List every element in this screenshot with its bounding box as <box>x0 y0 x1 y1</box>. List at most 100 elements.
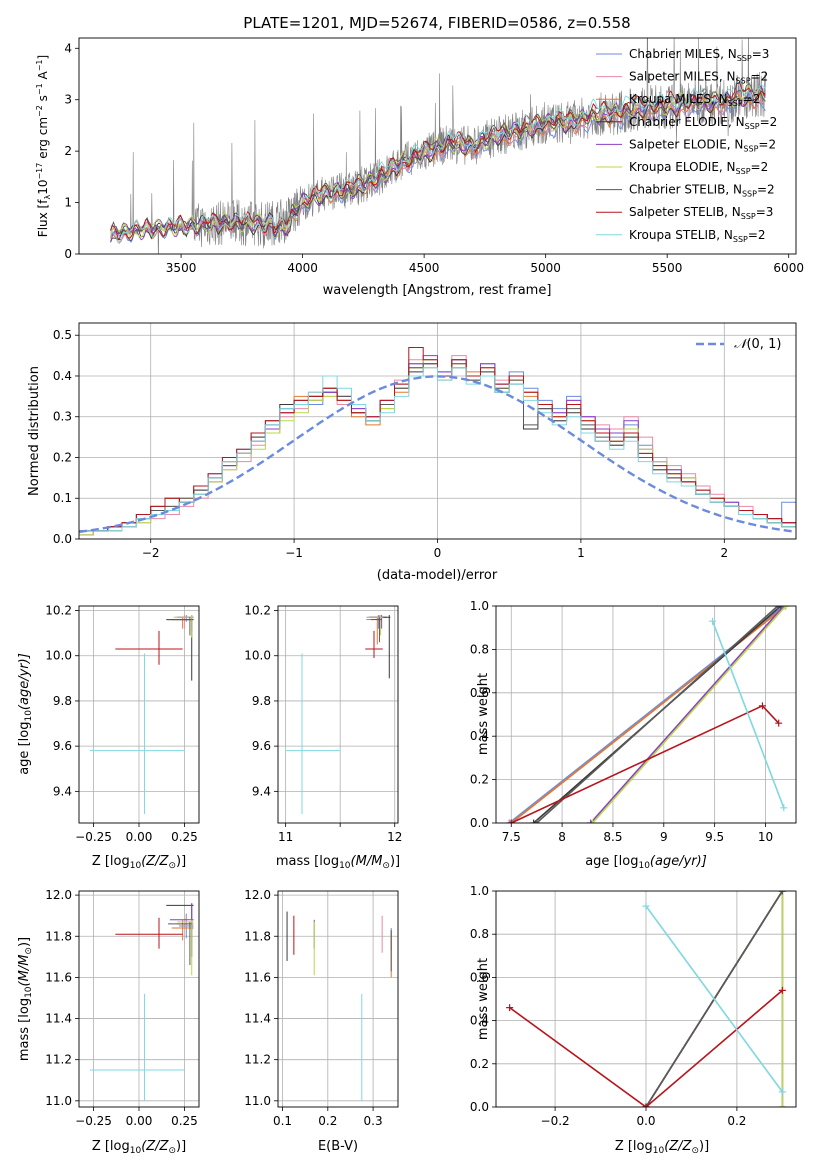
legend-tail: =2 <box>748 228 766 242</box>
y-axis-label: Normed distribution <box>27 366 42 496</box>
weight-marker <box>778 1103 786 1107</box>
label-part: )] <box>390 854 400 869</box>
y-tick-label: 1 <box>64 196 72 210</box>
x-tick-label: 0.00 <box>126 830 153 844</box>
weight-marker <box>775 719 783 727</box>
weight-line-8 <box>645 905 784 1093</box>
plot-content <box>278 606 398 823</box>
plot-frame <box>78 37 797 255</box>
errorbar-point <box>115 630 183 665</box>
legend-sub: SSP <box>741 212 756 221</box>
weight-marker <box>530 819 538 823</box>
label-part: (age/yr)] <box>650 854 707 869</box>
x-tick-label: −2 <box>142 546 160 560</box>
plot-content <box>79 323 796 539</box>
legend-entry: Chabrier STELIB, NSSP=2 <box>629 183 775 199</box>
label-part: )] <box>176 854 186 869</box>
y-tick-label: 10.2 <box>244 604 271 618</box>
y-tick-label: 10.2 <box>45 604 72 618</box>
label-part: ⊙ <box>691 1146 699 1156</box>
weight-marker <box>780 804 788 812</box>
plot-frame <box>78 605 200 824</box>
plot-frame <box>78 322 797 540</box>
weight-marker <box>589 819 597 823</box>
legend-entry: 𝒩(0, 1) <box>734 337 781 352</box>
y-tick-label: 0.6 <box>470 686 489 700</box>
y-tick-label: 0 <box>64 247 72 261</box>
y-axis-label: mass weight <box>476 958 491 1040</box>
plot-area <box>278 891 398 1107</box>
x-tick-label: 7.5 <box>502 830 521 844</box>
x-tick-label: −0.25 <box>75 830 112 844</box>
y-tick-label: 0.6 <box>470 970 489 984</box>
x-tick-label: 0 <box>434 546 442 560</box>
label-part: (Z/Z <box>141 1139 169 1154</box>
label-part: (M/M <box>351 854 383 869</box>
x-tick-label: 0.1 <box>273 1114 292 1128</box>
y-tick-label: 1.0 <box>470 599 489 613</box>
label-part: ] <box>36 55 50 60</box>
y-tick-label: 0.2 <box>470 1057 489 1071</box>
label-part: (M/M <box>17 955 32 987</box>
errorbar-point <box>168 921 192 966</box>
x-tick-label: 0.2 <box>727 1114 746 1128</box>
y-tick-label: 9.4 <box>252 784 271 798</box>
label-part: )] <box>176 1139 186 1154</box>
x-tick-label: 5500 <box>652 261 683 275</box>
errorbar-point <box>370 617 382 643</box>
weight-marker <box>782 606 790 610</box>
legend-sub: SSP <box>728 99 743 108</box>
weight-marker <box>778 891 786 895</box>
y-tick-label: 0.8 <box>470 927 489 941</box>
label-part: ⊙ <box>168 861 176 871</box>
x-tick-label: 0.25 <box>171 830 198 844</box>
plot-frame <box>277 890 399 1108</box>
weight-marker <box>587 819 595 823</box>
label-part: 10 <box>653 1146 665 1156</box>
x-tick-label: 11 <box>278 830 293 844</box>
y-tick-label: 11.2 <box>244 1053 271 1067</box>
y-tick-label: 9.6 <box>53 739 72 753</box>
x-tick-label: 1 <box>577 546 585 560</box>
y-tick-label: 10.0 <box>45 649 72 663</box>
y-tick-label: 0.5 <box>53 328 72 342</box>
xlabel-axis-label: age [log10(age/yr)] <box>585 854 707 871</box>
y-tick-label: 11.2 <box>45 1053 72 1067</box>
weight-marker <box>774 606 782 610</box>
axes-mass-weight-vs-age: 7.5 8 8.5 9 9.5 10 0.0 0.2 0.4 0.6 0.8 1.0 <box>470 599 797 844</box>
xlabel-axis-label: Z [log10(Z/Z⊙)] <box>615 1139 709 1156</box>
label-part: 10 <box>36 180 50 195</box>
legend-tail: =2 <box>751 70 769 84</box>
label-part: 10 <box>339 861 351 871</box>
axes-mass-vs-ebv: 0.1 0.2 0.3 11.0 11.2 11.4 11.6 11.8 12.0 <box>244 888 399 1128</box>
legend-sub: SSP <box>743 144 758 153</box>
weight-line-4 <box>590 606 785 823</box>
plot-frame <box>495 890 797 1108</box>
legend-tail: =2 <box>751 160 769 174</box>
weight-line-5 <box>592 606 787 823</box>
errorbar-point <box>367 615 383 636</box>
legend-tail: =2 <box>757 183 775 197</box>
model-line-4 <box>110 85 766 242</box>
label-part: 10 <box>24 986 34 998</box>
axes-mass-weight-vs-Z: −0.2 0.0 0.2 0.0 0.2 0.4 0.6 0.8 1.0 <box>470 884 797 1128</box>
y-tick-label: 11.6 <box>45 970 72 984</box>
y-tick-label: 0.4 <box>470 1014 489 1028</box>
y-tick-label: 0.0 <box>470 816 489 830</box>
plot-area <box>278 606 398 823</box>
weight-marker <box>778 1088 786 1096</box>
model-line-6 <box>110 83 766 242</box>
y-tick-label: 0.0 <box>53 532 72 546</box>
plot-frame <box>495 605 797 824</box>
x-tick-label: 6000 <box>773 261 804 275</box>
x-tick-label: 8.5 <box>603 830 622 844</box>
plot-content <box>110 38 766 254</box>
weight-line-6 <box>536 606 779 823</box>
y-tick-label: 4 <box>64 41 72 55</box>
y-tick-label: 0.3 <box>53 410 72 424</box>
xlabel-axis-label: Z [log10(Z/Z⊙)] <box>92 854 186 871</box>
y-tick-label: 9.8 <box>53 694 72 708</box>
errorbar-point <box>89 653 185 814</box>
y-tick-label: 11.0 <box>244 1094 271 1108</box>
